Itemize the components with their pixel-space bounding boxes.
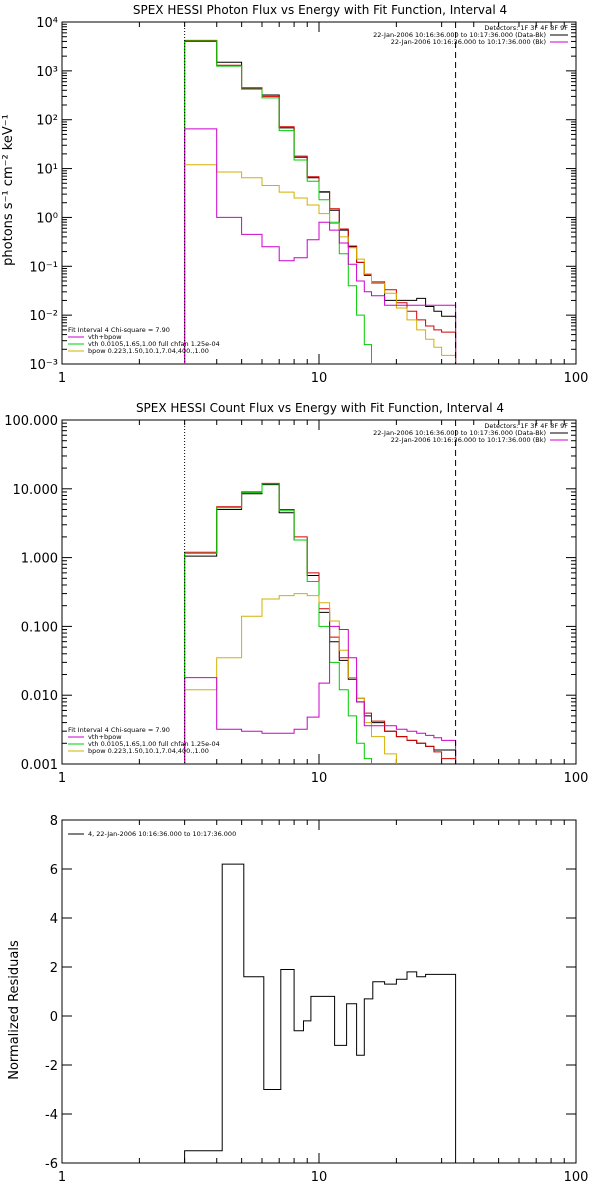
legend-left-text: bpow 0.223,1.50,10.1,7.04,400.,1.00 [88, 747, 209, 755]
legend-right-text: Detectors: 1F 3F 4F 8F 9F [484, 422, 568, 430]
series-line-3 [184, 164, 457, 364]
residuals-axis-ticks: 1 10 100 -6 -4 -2 0 2 4 6 8 [45, 814, 588, 1185]
y-tick-label: 10² [36, 114, 58, 129]
legend-left-text: vth 0.0105,1.65,1.00 full chfan 1.25e-04 [88, 740, 220, 748]
residuals-plot-frame [61, 819, 577, 1164]
residuals-panel-ylabel: Normalized Residuals [7, 940, 22, 1080]
legend-right-text: 22-Jan-2006 10:16:36.000 to 10:17:36.000… [373, 31, 546, 39]
legend-left-text: vth 0.0105,1.65,1.00 full chfan 1.25e-04 [88, 340, 220, 348]
count-axis-ticks: 1 10 100 0.001 0.010 0.100 1.000 10.000 100.000 [4, 414, 588, 786]
y-tick-label: 2 [50, 961, 58, 976]
count-panel-title: SPEX HESSI Count Flux vs Energy with Fit… [136, 401, 504, 415]
count-legend-left: Fit Interval 4 Chi-square = 7.90vth+bpow… [68, 726, 220, 755]
y-tick-label: 0.010 [21, 689, 58, 704]
photon-flux-panel: SPEX HESSI Photon Flux vs Energy with Fi… [1, 3, 588, 386]
legend-left-text: Fit Interval 4 Chi-square = 7.90 [68, 726, 170, 734]
photon-curves [184, 39, 457, 364]
x-tick-label: 10 [311, 771, 328, 786]
photon-fit-markers [184, 22, 457, 364]
y-tick-label: 10⁻¹ [29, 260, 58, 275]
legend-left-text: 4, 22-Jan-2006 10:16:36.000 to 10:17:36.… [88, 830, 236, 838]
x-tick-label: 100 [564, 771, 589, 786]
y-tick-label: 0.001 [21, 758, 58, 773]
y-tick-label: 10⁻² [29, 309, 58, 324]
y-tick-label: 10⁻³ [29, 358, 58, 373]
series-line-1 [184, 482, 457, 764]
x-tick-label: 100 [564, 1170, 589, 1185]
photon-panel-ylabel: photons s⁻¹ cm⁻² keV⁻¹ [1, 114, 16, 266]
series-line-4 [184, 625, 457, 764]
photon-panel-title: SPEX HESSI Photon Flux vs Energy with Fi… [133, 3, 507, 17]
legend-right-text: 22-Jan-2006 10:16:36.000 to 10:17:36.000… [373, 429, 546, 437]
series-line-1 [184, 39, 457, 364]
series-line-2 [184, 40, 372, 364]
residuals-legend-left: 4, 22-Jan-2006 10:16:36.000 to 10:17:36.… [68, 830, 236, 838]
photon-legend-left: Fit Interval 4 Chi-square = 7.90vth+bpow… [68, 326, 220, 355]
x-tick-label: 1 [58, 371, 66, 386]
legend-left-text: vth+bpow [88, 333, 122, 341]
count-curves [184, 482, 457, 764]
y-tick-label: 10¹ [36, 163, 58, 178]
y-tick-label: 0 [50, 1010, 58, 1025]
series-line-0 [184, 484, 457, 764]
residuals-panel: Normalized Residuals 1 10 100 -6 -4 -2 0 2 4 6 8 4… [7, 814, 588, 1185]
series-line-0 [184, 40, 457, 364]
series-line-3 [184, 593, 397, 764]
y-tick-label: -6 [45, 1157, 58, 1172]
y-tick-label: 10⁴ [36, 16, 58, 31]
photon-axis-ticks: 1 10 100 10⁻³ 10⁻² 10⁻¹ 10⁰ 10¹ 10² 10³ 10⁴ [29, 16, 588, 386]
y-tick-label: 1.000 [21, 552, 58, 567]
y-tick-label: 8 [50, 814, 58, 829]
count-fit-markers [184, 420, 457, 764]
x-tick-label: 100 [564, 371, 589, 386]
y-tick-label: 100.000 [4, 414, 58, 429]
y-tick-label: 4 [50, 912, 58, 927]
legend-left-text: Fit Interval 4 Chi-square = 7.90 [68, 326, 170, 334]
x-tick-label: 10 [311, 1170, 328, 1185]
x-tick-label: 1 [58, 771, 66, 786]
legend-left-text: bpow 0.223,1.50,10.1,7.04,400.,1.00 [88, 347, 209, 355]
y-tick-label: 10.000 [13, 483, 59, 498]
y-tick-label: -4 [45, 1108, 58, 1123]
series-line-4 [184, 128, 457, 364]
y-tick-label: -2 [45, 1059, 58, 1074]
series-line-0 [184, 863, 457, 1163]
y-tick-label: 10⁰ [36, 211, 58, 226]
legend-left-text: vth+bpow [88, 733, 122, 741]
residuals-curves [184, 863, 457, 1163]
x-tick-label: 1 [58, 1170, 66, 1185]
series-line-2 [184, 483, 372, 764]
legend-right-text: 22-Jan-2006 10:16:36.000 to 10:17:36.000… [391, 38, 546, 46]
count-flux-panel: SPEX HESSI Count Flux vs Energy with Fit… [4, 401, 588, 786]
legend-right-text: 22-Jan-2006 10:16:36.000 to 10:17:36.000… [391, 436, 546, 444]
legend-right-text: Detectors: 1F 3F 4F 8F 9F [484, 24, 568, 32]
y-tick-label: 0.100 [21, 620, 58, 635]
y-tick-label: 10³ [36, 65, 58, 80]
x-tick-label: 10 [311, 371, 328, 386]
y-tick-label: 6 [50, 863, 58, 878]
